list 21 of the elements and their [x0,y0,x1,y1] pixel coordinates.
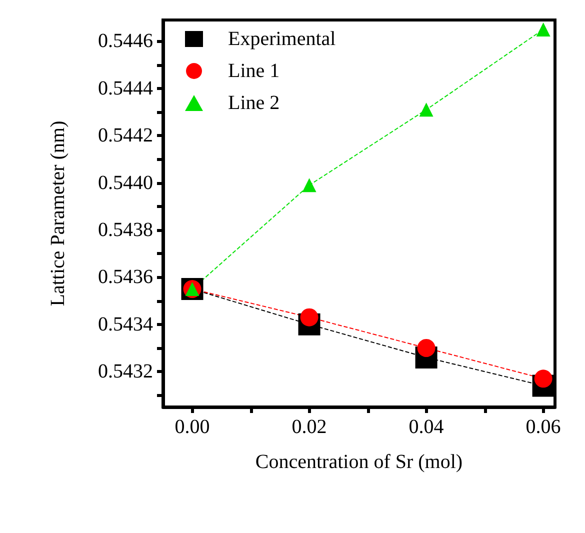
y-tick-label: 0.5432 [98,360,153,383]
y-tick-label: 0.5442 [98,124,153,147]
y-axis-title: Lattice Parameter (nm) [47,120,69,306]
point [302,178,316,192]
point [536,22,550,36]
y-tick-label: 0.5434 [98,313,153,336]
x-tick-label: 0.00 [174,416,210,438]
point [417,339,436,357]
legend-label: Line 2 [228,92,280,114]
point [419,102,434,117]
x-tick-label: 0.04 [408,416,444,438]
legend-label: Line 1 [228,60,280,82]
y-tick-label: 0.5440 [98,172,153,194]
x-tick-label: 0.06 [526,416,561,438]
y-tick-label: 0.5446 [98,30,153,52]
y-tick-label: 0.5444 [98,77,153,100]
legend-label: Experimental [228,28,336,50]
x-tick-label: 0.02 [292,416,327,438]
x-axis-title: Concentration of Sr (mol) [255,451,463,473]
y-tick-label: 0.5438 [98,219,153,242]
y-tick-label: 0.5436 [98,266,153,288]
